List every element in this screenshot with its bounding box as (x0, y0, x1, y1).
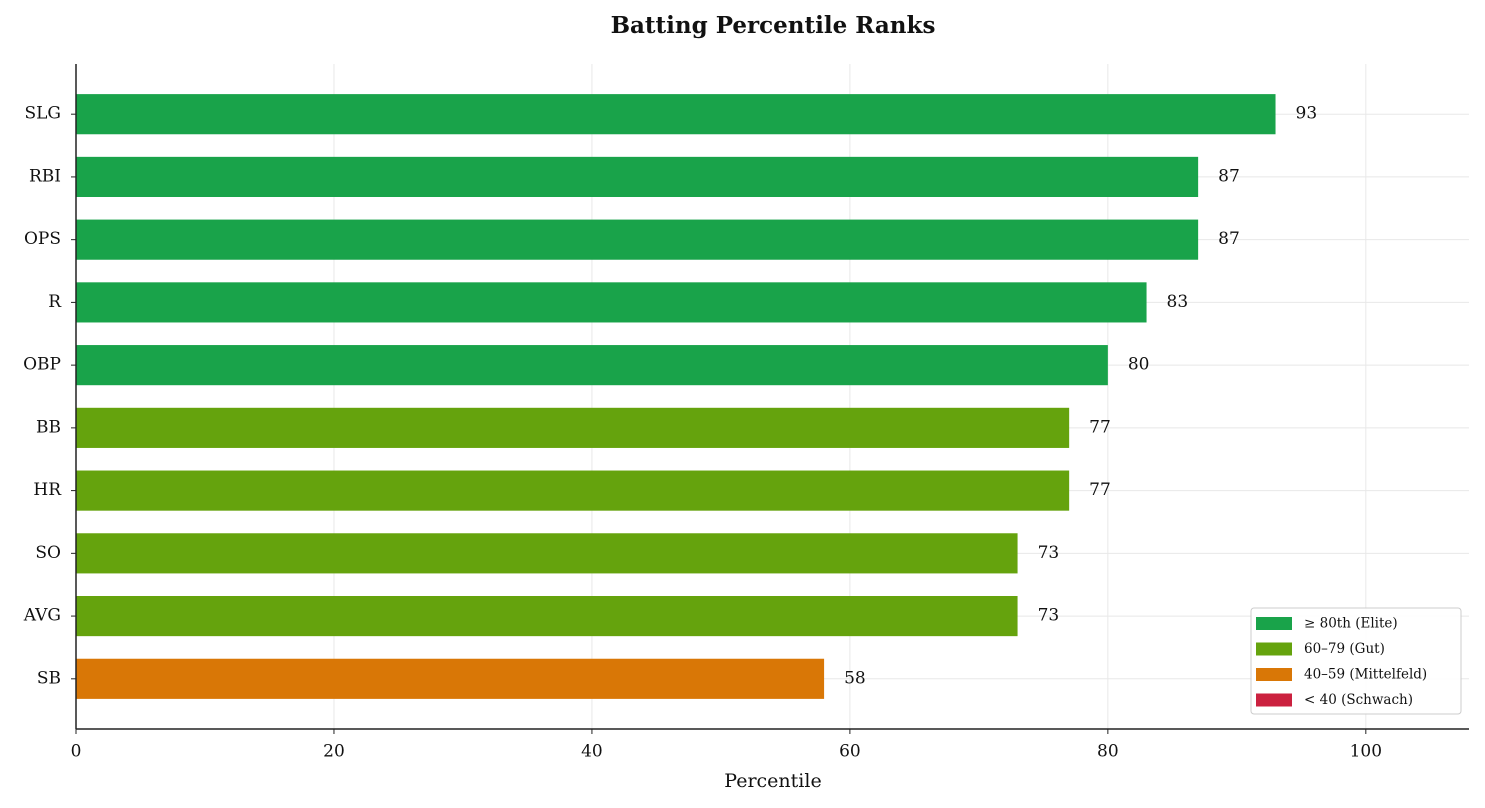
bar (76, 219, 1199, 260)
bar (76, 282, 1147, 323)
value-label: 87 (1218, 166, 1240, 186)
bar (76, 533, 1018, 574)
value-label: 80 (1128, 355, 1150, 375)
legend-label: < 40 (Schwach) (1304, 692, 1413, 708)
value-label: 58 (844, 668, 866, 688)
value-label: 73 (1038, 606, 1060, 626)
x-tick-label: 40 (581, 742, 603, 762)
x-tick-label: 100 (1350, 742, 1382, 762)
value-label: 77 (1089, 417, 1111, 437)
bar (76, 345, 1108, 386)
bar (76, 156, 1199, 197)
y-tick-label: BB (36, 417, 61, 437)
legend-swatch (1256, 668, 1292, 681)
x-tick-label: 20 (323, 742, 345, 762)
bar (76, 596, 1018, 637)
bar (76, 407, 1070, 448)
legend-swatch (1256, 693, 1292, 707)
value-label: 73 (1038, 543, 1060, 563)
legend-label: 60–79 (Gut) (1304, 641, 1385, 657)
y-tick-label: AVG (23, 606, 61, 626)
legend-label: ≥ 80th (Elite) (1304, 616, 1398, 632)
legend-swatch (1256, 617, 1292, 630)
x-tick-label: 0 (71, 742, 82, 762)
value-label: 93 (1296, 104, 1318, 124)
legend-box (1250, 607, 1462, 715)
value-label: 83 (1167, 292, 1189, 312)
y-tick-label: OPS (24, 229, 61, 249)
y-tick-label: SO (35, 543, 61, 563)
bar (76, 470, 1070, 511)
x-tick-label: 60 (839, 742, 861, 762)
y-tick-label: HR (33, 480, 62, 500)
bar (76, 658, 825, 699)
bar (76, 94, 1276, 135)
x-tick-label: 80 (1097, 742, 1119, 762)
chart-title: Batting Percentile Ranks (611, 12, 936, 39)
x-axis-label: Percentile (724, 770, 821, 792)
legend-label: 40–59 (Mittelfeld) (1304, 667, 1427, 683)
y-tick-label: SLG (24, 104, 61, 124)
value-label: 87 (1218, 229, 1240, 249)
legend-swatch (1256, 642, 1292, 656)
y-tick-label: OBP (23, 355, 61, 375)
value-label: 77 (1089, 480, 1111, 500)
y-tick-label: R (48, 292, 62, 312)
y-tick-label: SB (37, 668, 61, 688)
y-tick-label: RBI (29, 166, 61, 186)
